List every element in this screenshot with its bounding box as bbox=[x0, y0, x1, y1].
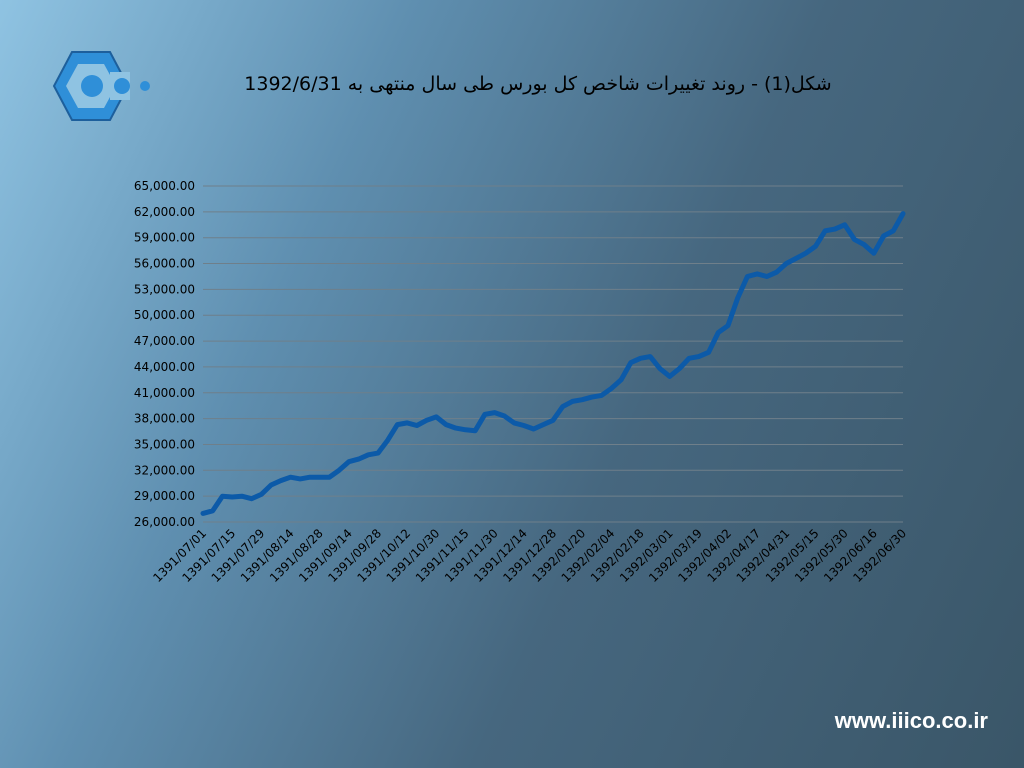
y-tick-label: 38,000.00 bbox=[134, 412, 195, 426]
y-tick-label: 41,000.00 bbox=[134, 386, 195, 400]
data-line bbox=[200, 211, 906, 516]
y-tick-label: 56,000.00 bbox=[134, 257, 195, 271]
y-tick-label: 53,000.00 bbox=[134, 282, 195, 296]
y-tick-label: 65,000.00 bbox=[134, 179, 195, 193]
y-tick-label: 26,000.00 bbox=[134, 515, 195, 529]
chart-title: شکل(1) - روند تغییرات شاخص کل بورس طی سا… bbox=[244, 73, 831, 95]
logo bbox=[52, 51, 150, 121]
y-tick-label: 35,000.00 bbox=[134, 437, 195, 451]
website: www.iiico.co.ir bbox=[834, 708, 989, 733]
y-tick-label: 50,000.00 bbox=[134, 308, 195, 322]
y-tick-label: 62,000.00 bbox=[134, 205, 195, 219]
y-tick-label: 59,000.00 bbox=[134, 231, 195, 245]
y-tick-label: 29,000.00 bbox=[134, 489, 195, 503]
y-tick-label: 47,000.00 bbox=[134, 334, 195, 348]
y-tick-label: 44,000.00 bbox=[134, 360, 195, 374]
y-tick-label: 32,000.00 bbox=[134, 463, 195, 477]
